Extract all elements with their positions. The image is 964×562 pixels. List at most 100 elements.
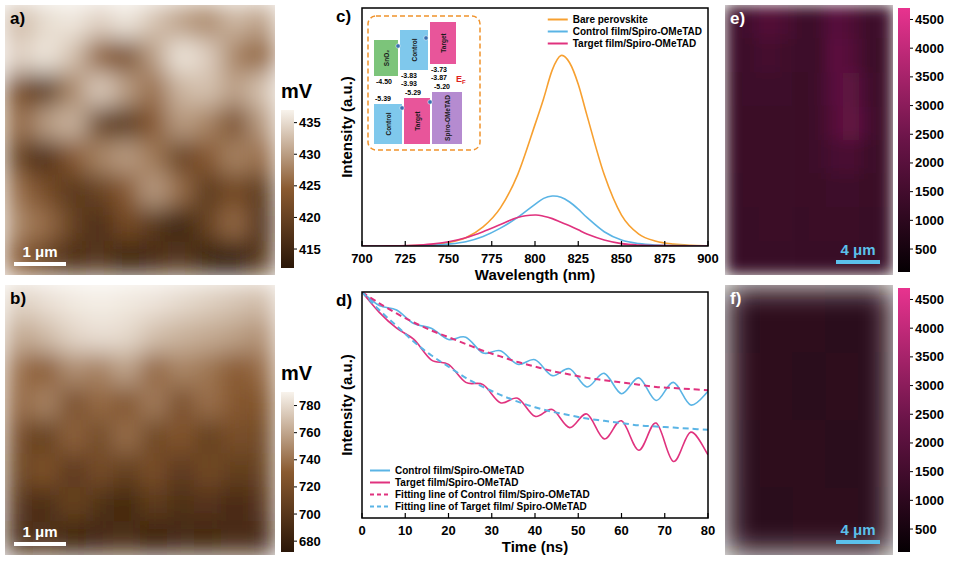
heat-cell (759, 106, 776, 140)
series-line (362, 292, 708, 405)
colorbar-tick (910, 356, 913, 357)
legend-swatch (548, 19, 568, 21)
colorbar-tick (910, 385, 913, 386)
heat-cell (248, 386, 275, 420)
legend-label: Bare perovskite (573, 14, 648, 25)
heat-cell (809, 241, 826, 275)
heat-cell (221, 39, 249, 73)
heat-cell (759, 174, 776, 208)
colorbar-tick-label: 780 (299, 398, 321, 413)
heat-cell (5, 140, 33, 174)
heat-cell (113, 420, 141, 454)
x-tick (491, 513, 492, 518)
colorbar-tick (910, 500, 913, 501)
colorbar-tick-label: 4500 (915, 292, 944, 307)
energy-level (432, 92, 462, 144)
heat-cell (248, 285, 275, 319)
heat-cell (859, 420, 893, 488)
colorbar-tick (910, 442, 913, 443)
heat-cell (826, 39, 843, 73)
x-tick (405, 513, 406, 518)
x-tick-label: 900 (697, 251, 719, 266)
heat-cell (792, 420, 826, 488)
heat-cell (221, 5, 249, 39)
scale-bar-label: 1 μm (22, 523, 57, 540)
energy-level (430, 22, 456, 64)
fermi-label: EF (456, 74, 466, 85)
energy-value: -5.29 (405, 89, 421, 96)
heat-cell (167, 73, 195, 107)
heat-cell (221, 488, 249, 522)
panel-letter: d) (336, 291, 352, 310)
colorbar-tick (910, 249, 913, 250)
heat-cell (59, 208, 87, 242)
colorbar-tick-label: 435 (299, 115, 321, 130)
heat-cell (725, 420, 759, 488)
heat-cell (792, 140, 809, 174)
colorbar-tick (910, 76, 913, 77)
heat-cell (876, 140, 893, 174)
x-tick (707, 513, 708, 518)
scale-bar (836, 260, 880, 264)
heat-cell (725, 106, 742, 140)
colorbar-tick-label: 1000 (915, 493, 944, 508)
heat-cell (221, 420, 249, 454)
energy-value: -4.50 (376, 78, 392, 85)
heat-cell (5, 488, 33, 522)
heat-cell (826, 174, 843, 208)
heat-cell (5, 353, 33, 387)
heat-cell (32, 73, 60, 107)
colorbar-tick-label: 500 (915, 522, 937, 537)
colorbar-tick-label: 2000 (915, 435, 944, 450)
series-line (362, 215, 708, 246)
colorbar-tick (910, 19, 913, 20)
heat-cell (843, 39, 860, 73)
heat-cell (221, 140, 249, 174)
colorbar-tick-label: 1000 (915, 213, 944, 228)
x-tick (491, 241, 492, 246)
heat-cell (167, 319, 195, 353)
colorbar-tick-label: 3000 (915, 98, 944, 113)
heat-cell (194, 208, 222, 242)
energy-value: -3.73 (431, 66, 447, 73)
heat-cell (59, 106, 87, 140)
colorbar-tick (910, 529, 913, 530)
energy-value: -5.39 (375, 95, 391, 102)
heat-cell (194, 39, 222, 73)
heatmap-cells (5, 5, 275, 275)
energy-value: -3.83 (401, 72, 417, 79)
heat-cell (725, 208, 742, 242)
layer-label: Control (411, 38, 418, 61)
heat-cell (140, 353, 168, 387)
heat-cell (775, 73, 792, 107)
heat-cell (792, 488, 826, 556)
x-tick (578, 241, 579, 246)
heat-cell (86, 488, 114, 522)
legend: Bare perovskiteControl film/Spiro-OMeTAD… (548, 14, 702, 49)
heat-cell (792, 174, 809, 208)
heat-cell (792, 39, 809, 73)
energy-level (404, 98, 430, 144)
series-line (362, 292, 708, 430)
colorbar-tick-label: 4000 (915, 41, 944, 56)
heat-cell (876, 208, 893, 242)
heat-cell (221, 73, 249, 107)
heat-cell (32, 208, 60, 242)
heat-cell (759, 285, 793, 353)
carrier-dot (396, 44, 400, 48)
heat-cell (843, 174, 860, 208)
heat-cell (775, 241, 792, 275)
scale-bar-label: 4 μm (840, 521, 875, 538)
heat-cell (32, 386, 60, 420)
heat-cell (759, 140, 776, 174)
colorbar-tick (910, 220, 913, 221)
heatmap-cells (725, 285, 893, 555)
heat-cell (809, 106, 826, 140)
heat-cell (248, 208, 275, 242)
heat-cell (843, 73, 860, 107)
heat-cell (859, 174, 876, 208)
heat-cell (86, 140, 114, 174)
x-tick (707, 241, 708, 246)
layer-label: Target (440, 32, 448, 52)
heat-cell (859, 140, 876, 174)
